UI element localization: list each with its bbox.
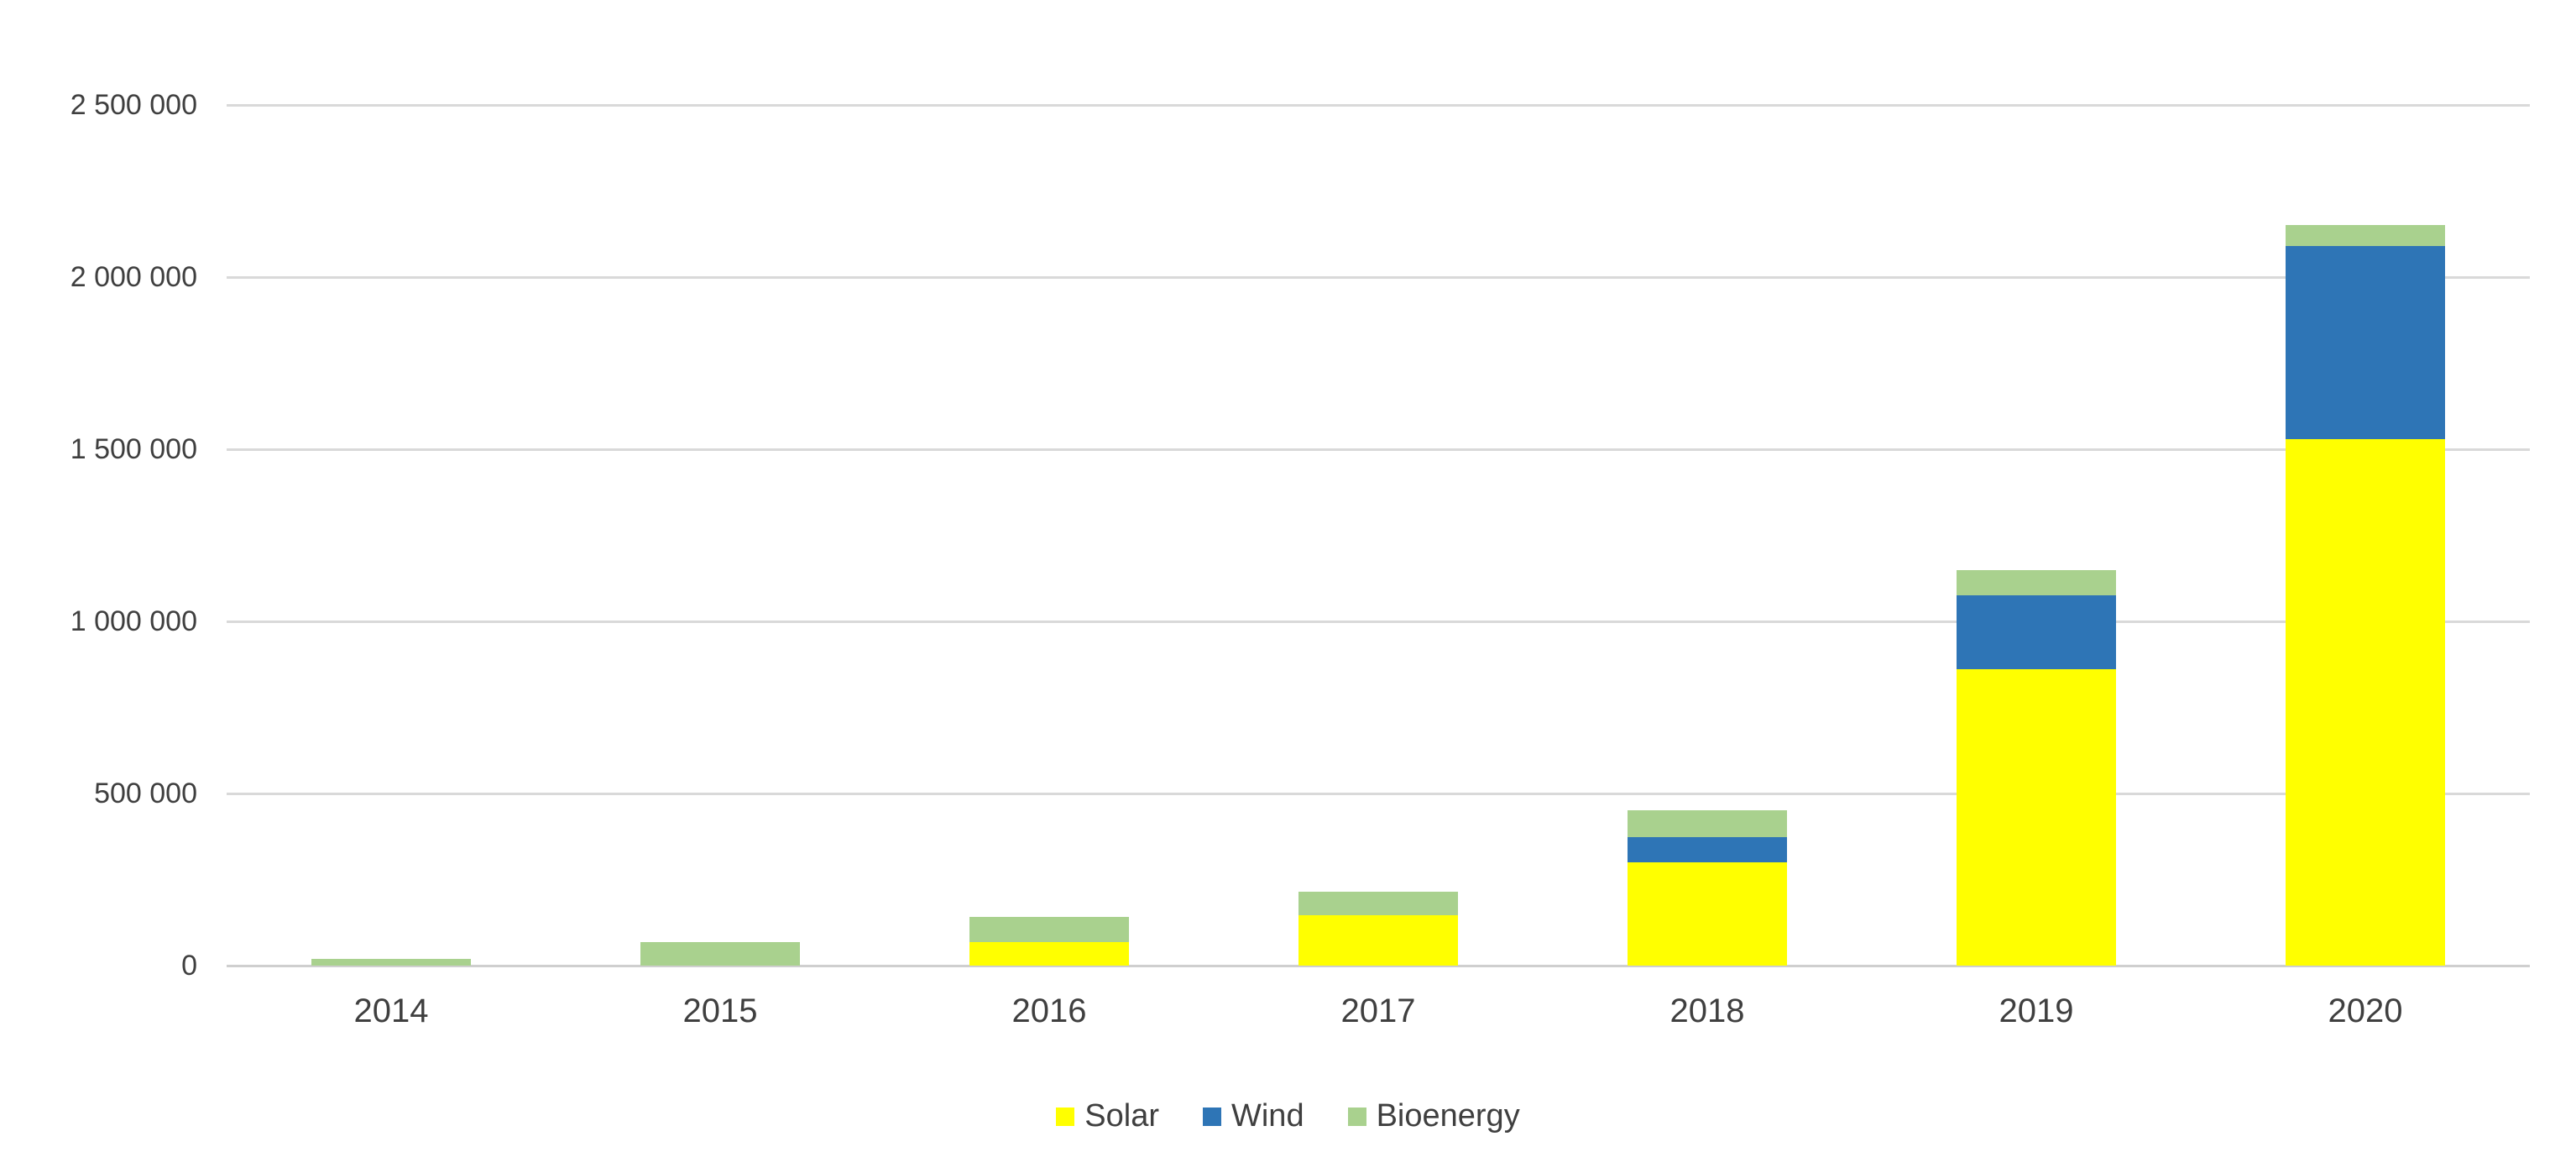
- gridline: [227, 103, 2530, 107]
- legend-swatch-wind: [1203, 1107, 1221, 1126]
- bar-segment-solar-2016: [969, 942, 1129, 966]
- bar-segment-solar-2020: [2286, 438, 2445, 966]
- bar-stack-2017: [1298, 892, 1458, 966]
- bar-stack-2016: [969, 917, 1129, 966]
- bar-segment-wind-2019: [1957, 595, 2116, 670]
- gridline: [227, 620, 2530, 623]
- bar-segment-solar-2018: [1628, 861, 1787, 966]
- x-axis-label: 2014: [353, 992, 429, 1029]
- x-axis-label: 2019: [1999, 992, 2074, 1029]
- bar-segment-wind-2018: [1628, 837, 1787, 862]
- bar-segment-bioenergy-2018: [1628, 810, 1787, 838]
- y-tick-label: 1 500 000: [70, 433, 197, 465]
- bar-segment-wind-2020: [2286, 246, 2445, 439]
- bar-segment-solar-2017: [1298, 915, 1458, 966]
- bar-stack-2015: [640, 942, 800, 966]
- legend-label: Solar: [1084, 1098, 1159, 1134]
- bar-segment-solar-2019: [1957, 669, 2116, 966]
- bar-stack-2020: [2286, 225, 2445, 966]
- gridline: [227, 792, 2530, 795]
- bar-segment-bioenergy-2015: [640, 942, 800, 966]
- bar-segment-bioenergy-2016: [969, 917, 1129, 943]
- x-axis-baseline: [227, 964, 2530, 967]
- legend-item-solar: Solar: [1056, 1098, 1159, 1134]
- bar-segment-bioenergy-2019: [1957, 570, 2116, 596]
- y-tick-label: 1 000 000: [70, 605, 197, 637]
- x-axis-label: 2016: [1011, 992, 1087, 1029]
- legend-label: Wind: [1231, 1098, 1304, 1134]
- bar-segment-bioenergy-2020: [2286, 225, 2445, 247]
- y-tick-label: 500 000: [94, 778, 197, 809]
- legend-swatch-bioenergy: [1347, 1107, 1366, 1126]
- y-tick-label: 0: [181, 950, 197, 982]
- legend-label: Bioenergy: [1376, 1098, 1520, 1134]
- x-axis-label: 2015: [682, 992, 758, 1029]
- bar-segment-bioenergy-2017: [1298, 892, 1458, 916]
- x-axis-label: 2020: [2328, 992, 2403, 1029]
- gridline: [227, 448, 2530, 451]
- y-tick-label: 2 000 000: [70, 261, 197, 293]
- x-axis-label: 2018: [1669, 992, 1745, 1029]
- bar-stack-2014: [311, 958, 471, 966]
- bar-stack-2019: [1957, 570, 2116, 966]
- bar-stack-2018: [1628, 810, 1787, 966]
- y-tick-label: 2 500 000: [70, 89, 197, 121]
- gridline: [227, 275, 2530, 279]
- x-axis-label: 2017: [1340, 992, 1416, 1029]
- legend-swatch-solar: [1056, 1107, 1075, 1126]
- legend: Solar Wind Bioenergy: [0, 1098, 2576, 1134]
- legend-item-bioenergy: Bioenergy: [1347, 1098, 1520, 1134]
- bar-segment-bioenergy-2014: [311, 958, 471, 966]
- legend-item-wind: Wind: [1203, 1098, 1304, 1134]
